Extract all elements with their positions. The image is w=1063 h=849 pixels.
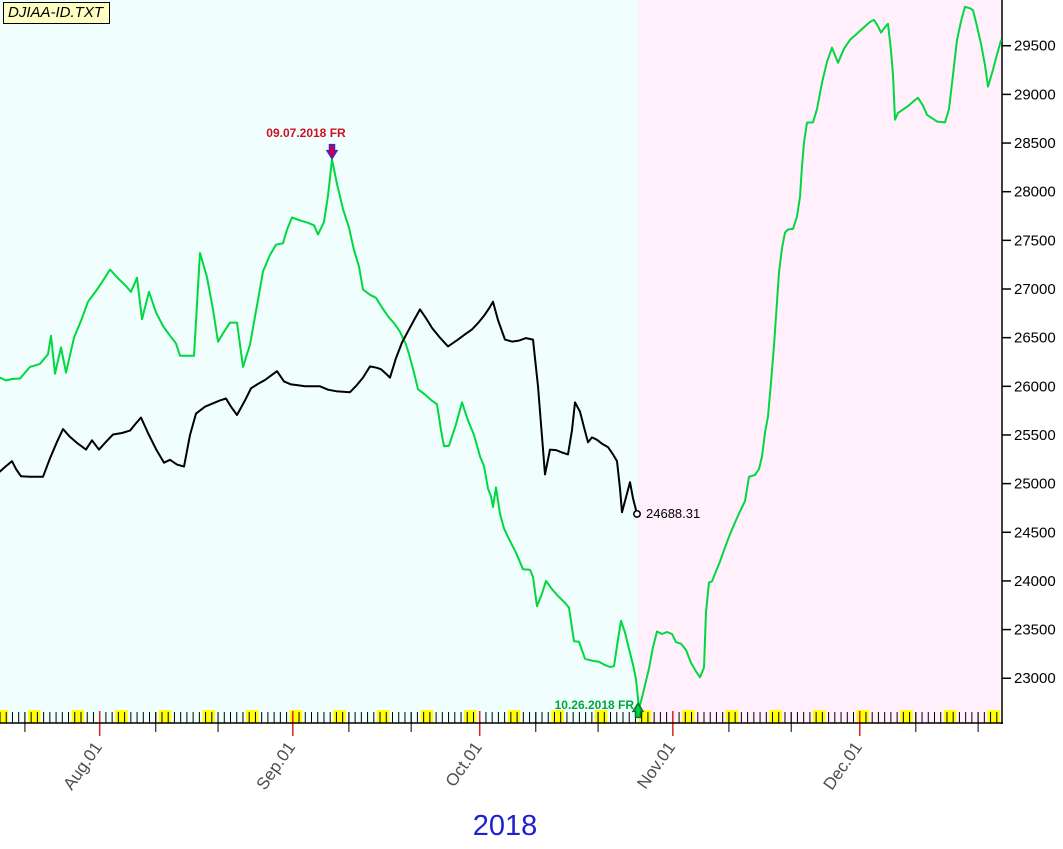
weekend-band [246,710,259,723]
y-axis-tick-label: 28500 [1014,135,1056,152]
weekend-band [420,710,433,723]
y-axis-tick-label: 23500 [1014,622,1056,639]
last-value-label: 24688.31 [646,506,701,521]
weekend-band [987,710,1000,723]
weekend-band [725,710,739,723]
y-axis-tick-label: 29500 [1014,38,1056,55]
weekend-band [464,710,477,723]
plot-background-left [0,0,638,723]
weekend-band [856,710,870,723]
y-axis-tick-label: 26000 [1014,378,1056,395]
weekend-band [507,710,521,723]
y-axis-tick-label: 27000 [1014,281,1056,298]
x-axis-year-label: 2018 [472,810,538,842]
y-axis-tick-label: 25500 [1014,427,1056,444]
weekend-band [71,710,85,723]
weekend-band [900,710,913,723]
weekend-band [769,710,782,723]
y-axis-tick-label: 24000 [1014,573,1056,590]
series-actual-black-line [0,300,638,515]
weekend-band [943,710,957,723]
y-axis-tick-label: 26500 [1014,330,1056,347]
peak-annotation-label: 09.07.2018 FR [266,126,346,140]
chart-title: DJIAA-ID.TXT [8,4,104,21]
series-projection-green-line [0,5,1002,710]
x-axis-month-label: Dec.01 [820,738,866,793]
x-axis-month-label: Nov.01 [633,738,679,792]
y-axis-tick-label: 29000 [1014,86,1056,103]
weekend-band [0,710,8,723]
chart-title-box[interactable]: DJIAA-ID.TXT [3,2,111,24]
y-axis-tick-label: 23000 [1014,670,1056,687]
low-annotation-label: 10.26.2018 FR [554,698,634,712]
peak-arrow-marker [325,143,339,161]
y-axis-tick-label: 28000 [1014,184,1056,201]
weekend-band [202,710,215,723]
weekend-band [28,710,41,723]
weekend-band [333,710,346,723]
weekend-band [813,710,826,723]
y-axis-tick-label: 25000 [1014,476,1056,493]
x-axis-month-label: Sep.01 [253,738,299,793]
plot-background-right [638,0,1002,723]
weekend-band [289,710,303,723]
x-axis-month-label: Aug.01 [59,738,105,793]
weekend-band [115,710,128,723]
last-value-marker [633,510,641,518]
y-axis-tick-label: 24500 [1014,524,1056,541]
weekend-band [376,710,390,723]
low-arrow-marker [631,701,645,719]
weekend-band [682,710,695,723]
weekend-band [158,710,172,723]
x-axis-month-label: Oct.01 [442,738,486,790]
y-axis-tick-label: 27500 [1014,232,1056,249]
